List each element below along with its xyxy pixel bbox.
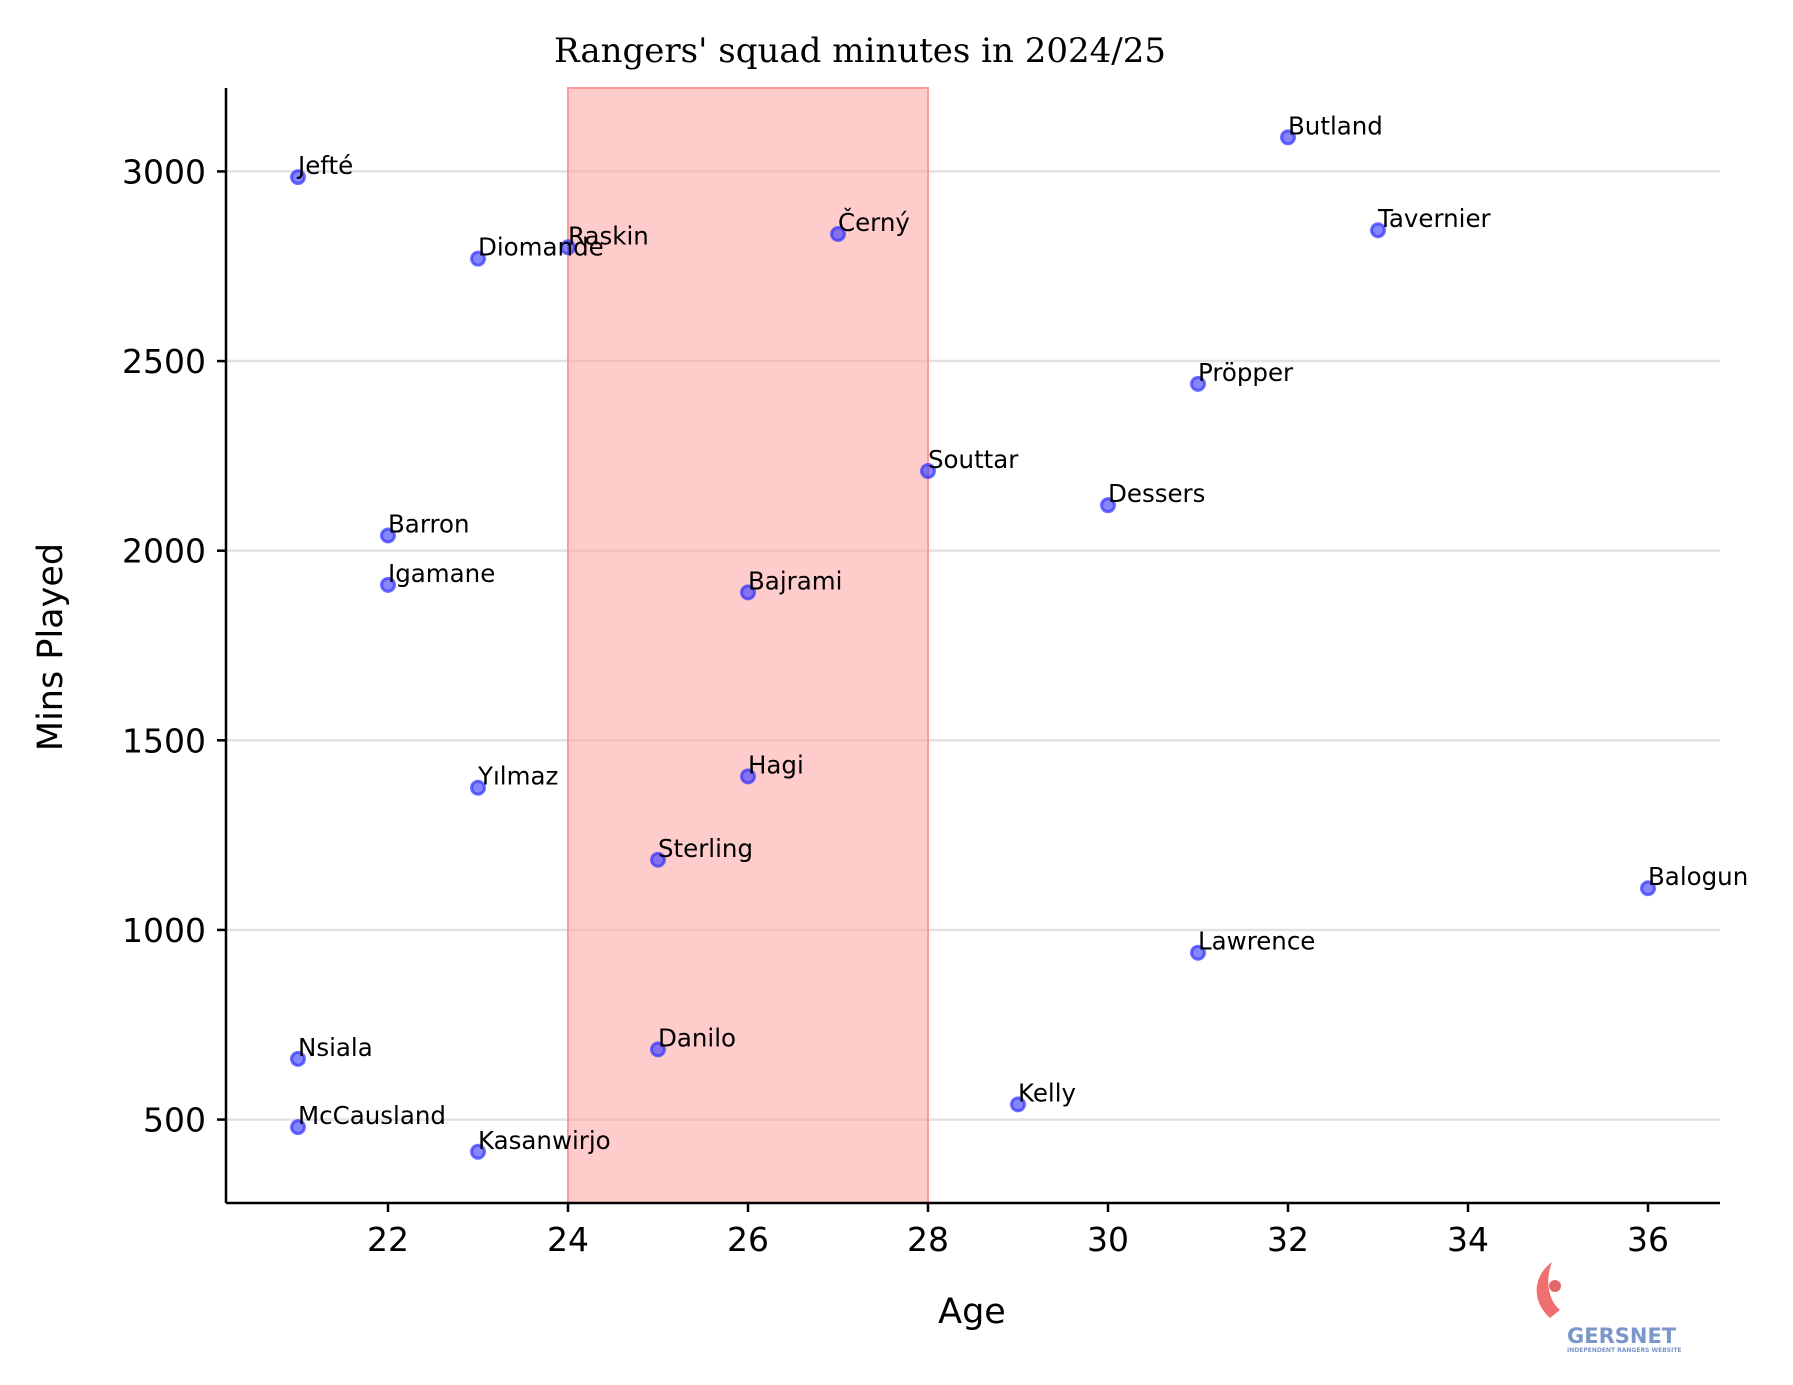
data-point-label: Raskin <box>568 221 649 250</box>
point-labels: Jefté Nsiala McCausland Barron Igamane Dioman… <box>296 111 1748 1154</box>
gersnet-logo: GERSNET INDEPENDENT RANGERS WEBSITE <box>1536 1262 1682 1354</box>
watermark-name: GERSNET <box>1567 1324 1677 1348</box>
x-tick-label: 26 <box>727 1220 769 1259</box>
data-point <box>1370 222 1386 239</box>
data-point <box>380 527 396 544</box>
y-tick-label: 2000 <box>122 532 206 571</box>
data-point-label: Bajrami <box>748 566 842 595</box>
data-point <box>740 584 756 601</box>
x-tick-label: 30 <box>1087 1220 1129 1259</box>
data-point-label: Butland <box>1288 111 1383 140</box>
chart-title: Rangers' squad minutes in 2024/25 <box>554 31 1166 71</box>
x-tick-label: 36 <box>1627 1220 1669 1259</box>
data-point-label: Hagi <box>748 750 804 779</box>
data-points <box>290 129 1656 1160</box>
y-tick-label: 1000 <box>122 911 206 950</box>
data-point <box>1640 880 1656 897</box>
x-tick-label: 22 <box>367 1220 409 1259</box>
data-point-label: Pröpper <box>1198 358 1294 387</box>
x-tick-label: 34 <box>1447 1220 1489 1259</box>
x-tick-label: 24 <box>547 1220 589 1259</box>
data-point-label: Sterling <box>658 834 753 863</box>
data-point <box>380 576 396 593</box>
data-point-label: Igamane <box>388 559 495 588</box>
y-tick-label: 1500 <box>122 721 206 760</box>
logo-swoosh-icon <box>1536 1262 1560 1318</box>
logo-lion-icon <box>1549 1280 1561 1292</box>
data-point <box>1280 129 1296 146</box>
data-point-label: Souttar <box>928 445 1019 474</box>
data-point-label: Yılmaz <box>477 762 558 791</box>
data-point <box>740 768 756 785</box>
data-point <box>920 463 936 480</box>
data-point-label: Jefté <box>296 151 353 180</box>
y-axis-label: Mins Played <box>31 543 71 751</box>
data-point-label: Tavernier <box>1377 204 1492 233</box>
data-point <box>650 1041 666 1058</box>
data-point-label: Kasanwirjo <box>478 1126 611 1155</box>
data-point-label: Diomande <box>478 233 604 262</box>
data-point <box>1100 497 1116 514</box>
data-point <box>290 1119 306 1136</box>
highlight-band-layer <box>567 87 929 1204</box>
data-point <box>470 1143 486 1160</box>
data-point-label: Kelly <box>1018 1078 1076 1107</box>
data-point-label: Lawrence <box>1198 927 1315 956</box>
grid-lines <box>226 170 1720 1121</box>
x-axis-label: Age <box>938 1292 1006 1332</box>
highlight-band <box>567 87 929 1204</box>
data-point-label: Černý <box>838 207 910 237</box>
data-point-label: Balogun <box>1648 862 1748 891</box>
y-tick-label: 500 <box>143 1101 206 1140</box>
data-point <box>290 1050 306 1067</box>
x-tick-label: 32 <box>1267 1220 1309 1259</box>
data-point-label: Barron <box>388 510 470 539</box>
watermark-tagline: INDEPENDENT RANGERS WEBSITE <box>1567 1347 1682 1354</box>
data-point <box>1010 1096 1026 1113</box>
data-point <box>470 250 486 267</box>
data-point-label: Danilo <box>658 1023 736 1052</box>
x-tick-label: 28 <box>907 1220 949 1259</box>
data-point <box>1190 375 1206 392</box>
data-point <box>830 226 846 243</box>
y-tick-label: 3000 <box>122 152 206 191</box>
data-point <box>560 239 576 256</box>
data-point <box>290 169 306 186</box>
data-point <box>1190 944 1206 961</box>
data-point <box>650 851 666 868</box>
data-point-label: Nsiala <box>298 1033 373 1062</box>
data-point <box>470 779 486 796</box>
data-point-label: Dessers <box>1108 479 1205 508</box>
y-tick-label: 2500 <box>122 342 206 381</box>
data-point-label: McCausland <box>298 1101 446 1130</box>
axes: 22 24 26 28 30 32 34 36 500 1000 1500 2000 2500 3000 <box>122 88 1720 1259</box>
